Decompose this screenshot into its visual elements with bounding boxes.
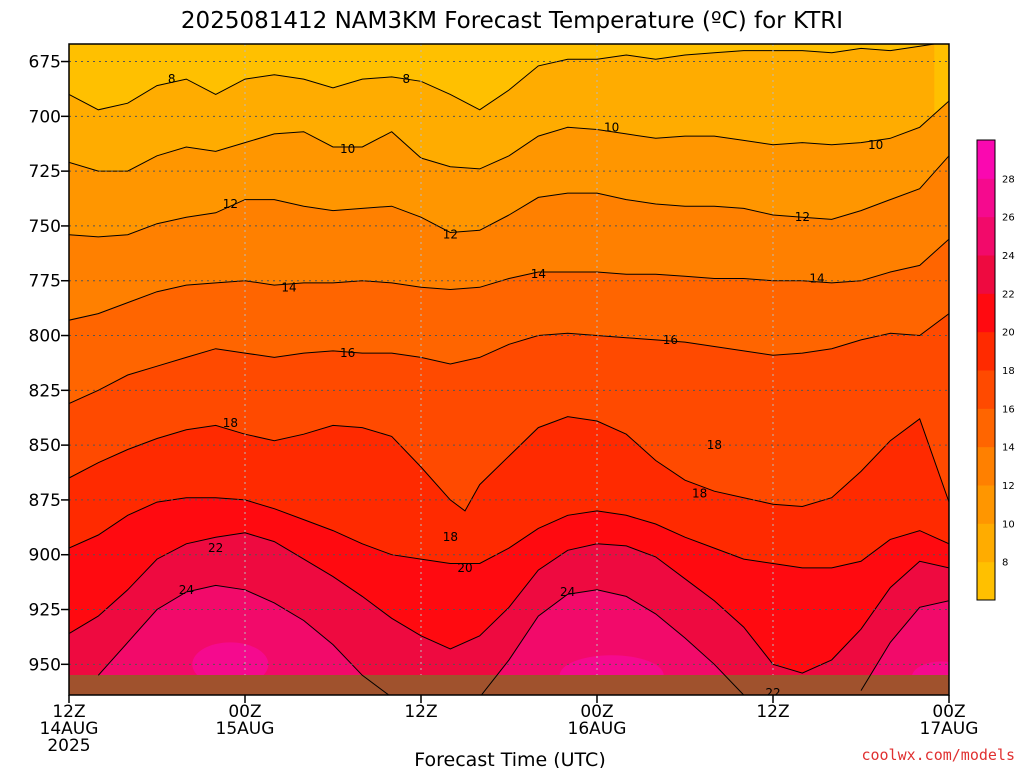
x-tick-label: 12Z <box>52 702 85 722</box>
colorbar-swatch <box>977 561 995 601</box>
colorbar-label: 8 <box>1002 558 1008 569</box>
contour-label-12: 12 <box>795 210 810 224</box>
y-tick-label: 950 <box>29 655 61 675</box>
contour-line-22 <box>69 532 949 674</box>
colorbar: 8 10 12 14 16 18 20 22 24 26 28 <box>976 139 1015 601</box>
contour-label-10: 10 <box>868 138 883 152</box>
colorbar-swatch <box>977 331 995 371</box>
x-tick-label: 15AUG <box>216 719 275 739</box>
colorbar-label: 14 <box>1002 443 1015 454</box>
contour-label-16: 16 <box>340 346 355 360</box>
colorbar-swatch <box>977 370 995 409</box>
credit-link[interactable]: coolwx.com/models <box>861 746 1015 764</box>
colorbar-label: 18 <box>1002 366 1015 377</box>
y-tick-label: 875 <box>29 491 61 511</box>
contour-label-18: 18 <box>223 416 238 430</box>
x-tick-label: 00Z <box>580 702 613 722</box>
contour-label-12: 12 <box>443 228 458 242</box>
colorbar-frame <box>976 139 996 601</box>
contour-line-16 <box>69 313 949 404</box>
colorbar-label: 26 <box>1002 213 1015 224</box>
colorbar-label: 22 <box>1002 289 1015 300</box>
contour-label-14: 14 <box>531 267 546 281</box>
colorbar-swatch <box>977 293 995 333</box>
contour-label-18: 18 <box>443 530 458 544</box>
y-tick-label: 850 <box>29 436 61 456</box>
contour-label-12: 12 <box>223 197 238 211</box>
contour-line-10 <box>69 100 949 172</box>
contour-line-18 <box>69 416 949 512</box>
x-tick-label: 00Z <box>932 702 965 722</box>
colorbar-swatch <box>977 485 995 524</box>
contour-line-24 <box>97 584 390 695</box>
y-tick-label: 775 <box>29 272 61 292</box>
colorbar-label: 16 <box>1002 404 1015 415</box>
colorbar-swatch <box>977 178 995 218</box>
y-tick-label: 925 <box>29 601 61 621</box>
contour-label-14: 14 <box>809 272 824 286</box>
contour-label-8: 8 <box>168 72 176 86</box>
x-axis-title: Forecast Time (UTC) <box>414 749 605 768</box>
x-tick-label: 14AUG <box>40 719 99 739</box>
y-tick-label: 700 <box>29 107 61 127</box>
colorbar-swatch <box>977 216 995 256</box>
x-tick-label: 12Z <box>404 702 437 722</box>
colorbar-label: 10 <box>1002 519 1015 530</box>
x-tick-label: 2025 <box>47 736 90 756</box>
contour-label-16: 16 <box>663 333 678 347</box>
contour-line-24 <box>480 589 745 695</box>
contour-line-8 <box>69 44 935 111</box>
contour-label-18: 18 <box>707 438 722 452</box>
contour-line-12 <box>69 155 949 238</box>
contour-line-20 <box>69 497 949 569</box>
x-tick-label: 00Z <box>228 702 261 722</box>
x-tick-label: 12Z <box>756 702 789 722</box>
colorbar-label: 28 <box>1002 174 1015 185</box>
contour-label-10: 10 <box>340 142 355 156</box>
band-fill-24 <box>481 589 744 695</box>
chart-title: 2025081412 NAM3KM Forecast Temperature (… <box>181 8 843 34</box>
y-tick-label: 900 <box>29 546 61 566</box>
colorbar-label: 12 <box>1002 481 1015 492</box>
contour-label-22: 22 <box>208 541 223 555</box>
y-tick-label: 675 <box>29 53 61 73</box>
colorbar-swatch <box>977 523 995 563</box>
y-tick-label: 800 <box>29 327 61 347</box>
y-tick-label: 725 <box>29 162 61 182</box>
plot-frame <box>68 43 950 696</box>
plot-area <box>69 44 949 695</box>
x-tick-label: 17AUG <box>920 719 979 739</box>
contour-label-8: 8 <box>403 72 411 86</box>
axes: 67570072575077580082585087590092595012Z1… <box>29 43 979 756</box>
colorbar-swatch <box>977 140 995 179</box>
contour-label-22: 22 <box>765 686 780 700</box>
contour-label-14: 14 <box>281 280 296 294</box>
band-fill-24 <box>98 585 389 695</box>
y-tick-label: 825 <box>29 381 61 401</box>
contour-label-20: 20 <box>457 561 472 575</box>
colorbar-label: 20 <box>1002 328 1015 339</box>
contour-label-18: 18 <box>692 486 707 500</box>
contour-label-10: 10 <box>604 120 619 134</box>
colorbar-swatch <box>977 408 995 448</box>
colorbar-swatch <box>977 446 995 486</box>
grid-lines <box>68 44 950 675</box>
x-tick-label: 16AUG <box>568 719 627 739</box>
y-tick-label: 750 <box>29 217 61 237</box>
contour-label-24: 24 <box>179 583 194 597</box>
contour-line-24 <box>860 600 949 691</box>
colorbar-swatch <box>977 255 995 294</box>
contour-label-24: 24 <box>560 585 575 599</box>
colorbar-label: 24 <box>1002 251 1015 262</box>
terrain-strip <box>69 675 949 695</box>
